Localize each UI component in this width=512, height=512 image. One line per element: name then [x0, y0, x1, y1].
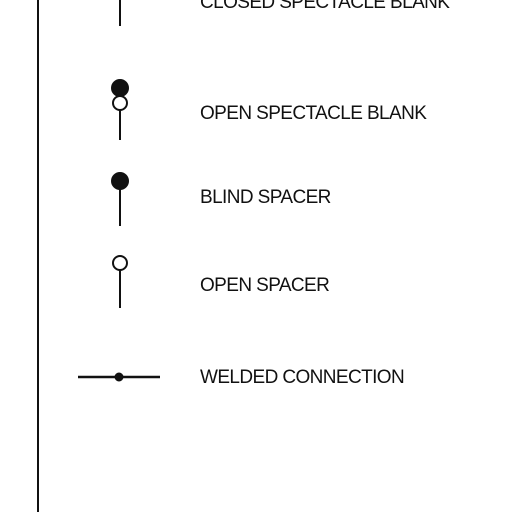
blind-spacer-icon — [111, 172, 129, 226]
legend-label-open-spacer: OPEN SPACER — [200, 275, 330, 296]
open-spacer-icon — [112, 255, 128, 308]
legend-label-open-spectacle-blank: OPEN SPECTACLE BLANK — [200, 103, 427, 124]
legend-label-blind-spacer: BLIND SPACER — [200, 187, 331, 208]
legend-label-closed-spectacle-blank: CLOSED SPECTACLE BLANK — [200, 0, 450, 13]
open-spectacle-blank-icon — [111, 79, 129, 140]
welded-connection-icon — [78, 372, 160, 382]
legend-label-welded-connection: WELDED CONNECTION — [200, 367, 405, 388]
